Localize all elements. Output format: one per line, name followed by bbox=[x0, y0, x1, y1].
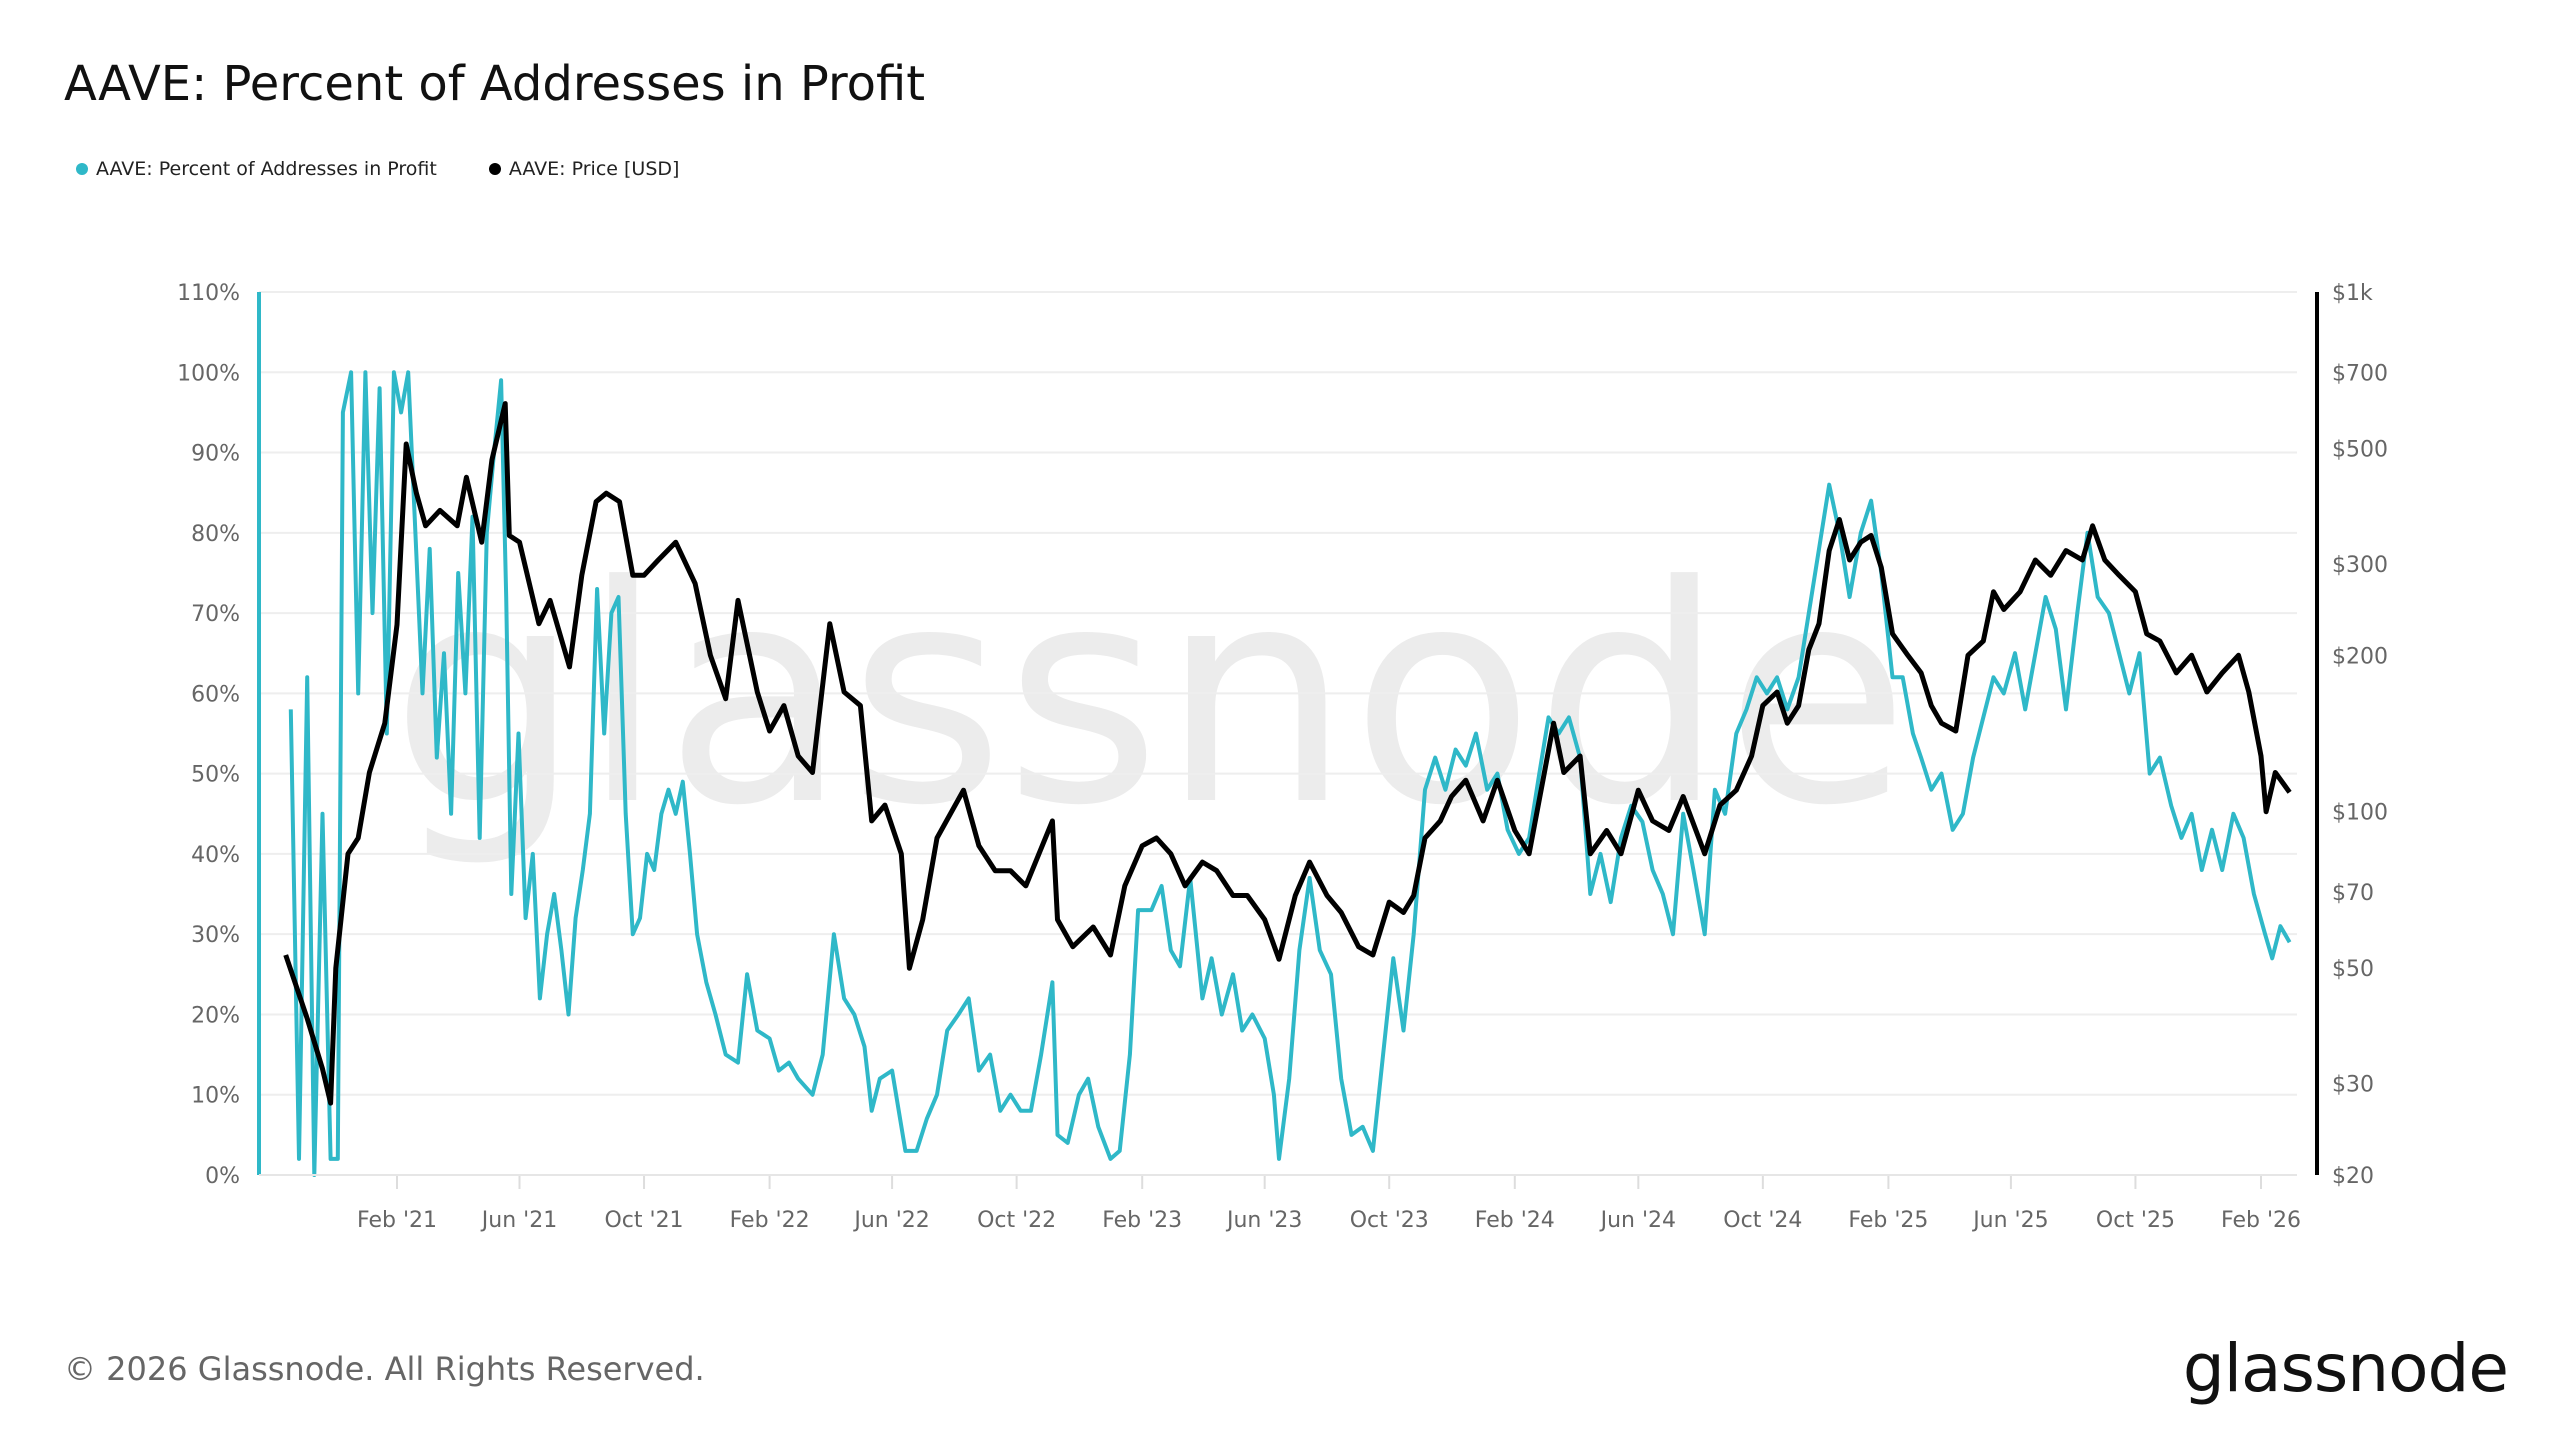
left-tick-label: 30% bbox=[191, 923, 240, 948]
x-tick-label: Feb '22 bbox=[730, 1208, 810, 1233]
x-tick-label: Oct '23 bbox=[1350, 1208, 1429, 1233]
right-tick-label: $50 bbox=[2332, 957, 2374, 982]
x-tick-label: Jun '22 bbox=[852, 1208, 929, 1233]
right-tick-label: $70 bbox=[2332, 881, 2374, 906]
left-tick-label: 40% bbox=[191, 843, 240, 868]
legend-dot-icon bbox=[76, 163, 88, 175]
watermark: glassnode bbox=[391, 522, 1910, 871]
legend-label: AAVE: Price [USD] bbox=[508, 158, 680, 180]
percent-in-profit-line bbox=[288, 370, 2292, 1177]
x-tick-label: Oct '22 bbox=[977, 1208, 1056, 1233]
left-tick-label: 0% bbox=[205, 1164, 240, 1189]
glassnode-logo: glassnode bbox=[2182, 1330, 2509, 1407]
legend: AAVE: Percent of Addresses in Profit AAV… bbox=[76, 158, 679, 180]
x-tick-label: Oct '24 bbox=[1723, 1208, 1802, 1233]
right-tick-label: $200 bbox=[2332, 644, 2388, 669]
x-tick-label: Oct '21 bbox=[604, 1208, 683, 1233]
left-tick-label: 60% bbox=[191, 682, 240, 707]
right-tick-label: $100 bbox=[2332, 801, 2388, 826]
right-tick-label: $700 bbox=[2332, 362, 2388, 387]
legend-item-percent[interactable]: AAVE: Percent of Addresses in Profit bbox=[76, 158, 437, 180]
left-tick-label: 100% bbox=[177, 361, 240, 386]
left-tick-label: 90% bbox=[191, 442, 240, 467]
legend-dot-icon bbox=[488, 163, 501, 175]
right-tick-label: $1k bbox=[2332, 281, 2373, 306]
right-tick-label: $300 bbox=[2332, 553, 2388, 578]
x-tick-label: Jun '25 bbox=[1971, 1208, 2048, 1233]
right-tick-label: $20 bbox=[2332, 1164, 2374, 1189]
x-tick-label: Jun '21 bbox=[480, 1208, 557, 1233]
left-tick-label: 10% bbox=[191, 1084, 240, 1109]
legend-label: AAVE: Percent of Addresses in Profit bbox=[96, 158, 437, 180]
left-tick-label: 80% bbox=[191, 522, 240, 547]
x-tick-label: Feb '26 bbox=[2221, 1208, 2301, 1233]
x-tick-label: Feb '25 bbox=[1848, 1208, 1928, 1233]
left-tick-label: 110% bbox=[177, 281, 240, 306]
right-tick-label: $30 bbox=[2332, 1072, 2374, 1097]
x-tick-label: Jun '24 bbox=[1599, 1208, 1676, 1233]
right-tick-label: $500 bbox=[2332, 437, 2388, 462]
x-tick-label: Jun '23 bbox=[1225, 1208, 1302, 1233]
copyright: © 2026 Glassnode. All Rights Reserved. bbox=[64, 1350, 705, 1388]
left-tick-label: 50% bbox=[191, 763, 240, 788]
left-tick-label: 70% bbox=[191, 602, 240, 627]
price-line bbox=[283, 401, 2292, 1106]
x-tick-label: Feb '24 bbox=[1475, 1208, 1555, 1233]
x-tick-label: Oct '25 bbox=[2096, 1208, 2175, 1233]
x-tick-label: Feb '23 bbox=[1102, 1208, 1182, 1233]
x-tick-label: Feb '21 bbox=[357, 1208, 437, 1233]
legend-item-price[interactable]: AAVE: Price [USD] bbox=[488, 158, 680, 180]
chart-title: AAVE: Percent of Addresses in Profit bbox=[64, 56, 926, 112]
left-tick-label: 20% bbox=[191, 1003, 240, 1028]
